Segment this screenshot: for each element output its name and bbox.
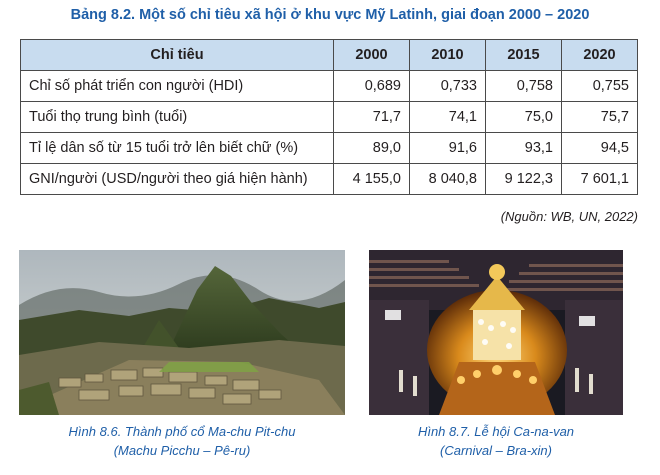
- table-title: Bảng 8.2. Một số chỉ tiêu xã hội ở khu v…: [70, 7, 590, 23]
- header-indicator: Chỉ tiêu: [20, 39, 334, 71]
- row-label: Tỉ lệ dân số từ 15 tuổi trở lên biết chữ…: [20, 132, 334, 164]
- table-row: GNI/người (USD/người theo giá hiện hành)…: [20, 163, 638, 195]
- cell-value: 0,689: [333, 70, 410, 102]
- caption-line: Hình 8.7. Lễ hội Ca-na-van: [417, 424, 575, 439]
- cell-value: 75,0: [485, 101, 562, 133]
- cell-value: 89,0: [333, 132, 410, 164]
- cell-value: 75,7: [561, 101, 638, 133]
- cell-value: 91,6: [409, 132, 486, 164]
- row-label: GNI/người (USD/người theo giá hiện hành): [20, 163, 334, 195]
- figure-8-7-caption: Hình 8.7. Lễ hội Ca-na-van (Carnival – B…: [369, 422, 623, 460]
- cell-value: 74,1: [409, 101, 486, 133]
- cell-value: 0,733: [409, 70, 486, 102]
- header-year-2010: 2010: [409, 39, 486, 71]
- social-indicators-table: Chỉ tiêu 2000 2010 2015 2020 Chỉ số phát…: [20, 39, 638, 195]
- caption-line: Hình 8.6. Thành phố cổ Ma-chu Pit-chu: [68, 424, 296, 439]
- caption-line: (Carnival – Bra-xin): [440, 443, 552, 458]
- row-label: Tuổi thọ trung bình (tuổi): [20, 101, 334, 133]
- cell-value: 94,5: [561, 132, 638, 164]
- header-year-2020: 2020: [561, 39, 638, 71]
- table-header-row: Chỉ tiêu 2000 2010 2015 2020: [20, 39, 638, 71]
- header-year-2000: 2000: [333, 39, 410, 71]
- cell-value: 71,7: [333, 101, 410, 133]
- cell-value: 9 122,3: [485, 163, 562, 195]
- cell-value: 8 040,8: [409, 163, 486, 195]
- figure-8-6-caption: Hình 8.6. Thành phố cổ Ma-chu Pit-chu (M…: [19, 422, 345, 460]
- header-year-2015: 2015: [485, 39, 562, 71]
- cell-value: 4 155,0: [333, 163, 410, 195]
- cell-value: 93,1: [485, 132, 562, 164]
- caption-line: (Machu Picchu – Pê-ru): [113, 443, 251, 458]
- table-row: Chỉ số phát triển con người (HDI) 0,689 …: [20, 70, 638, 102]
- table-source-note: (Nguồn: WB, UN, 2022): [500, 209, 638, 224]
- table-row: Tuổi thọ trung bình (tuổi) 71,7 74,1 75,…: [20, 101, 638, 133]
- cell-value: 0,758: [485, 70, 562, 102]
- table-row: Tỉ lệ dân số từ 15 tuổi trở lên biết chữ…: [20, 132, 638, 164]
- row-label: Chỉ số phát triển con người (HDI): [20, 70, 334, 102]
- cell-value: 7 601,1: [561, 163, 638, 195]
- carnival-photo: [369, 250, 623, 415]
- machu-picchu-photo: [19, 250, 345, 415]
- cell-value: 0,755: [561, 70, 638, 102]
